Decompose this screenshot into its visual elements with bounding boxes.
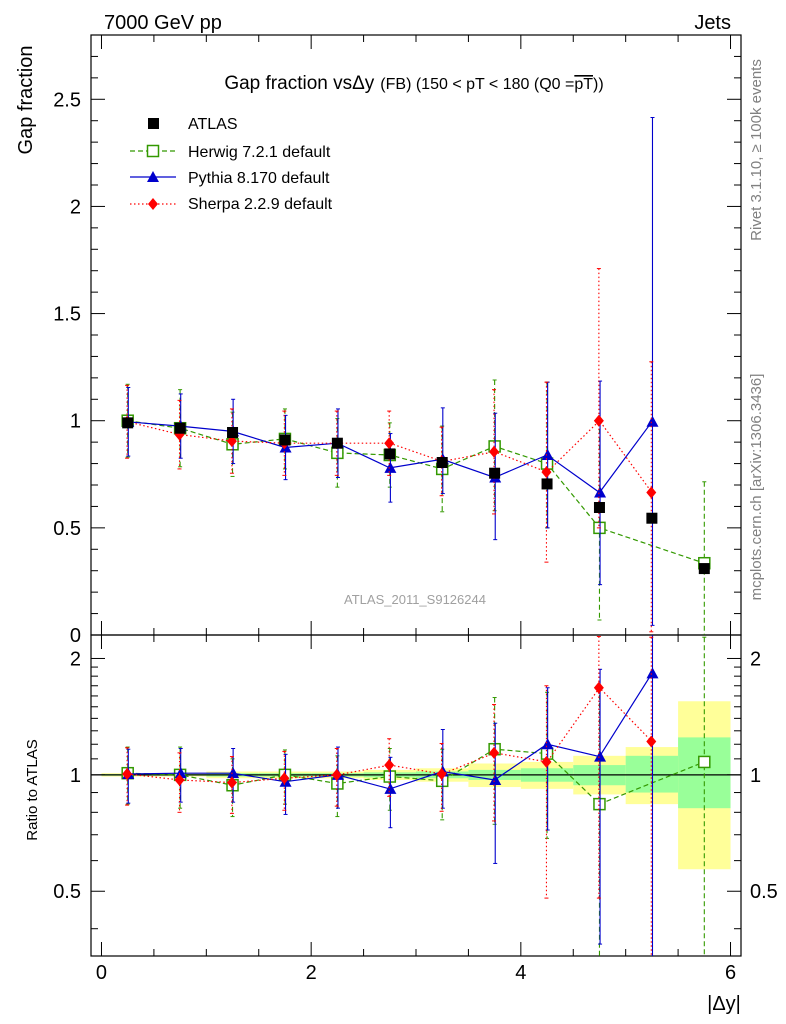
ratio-ytick-label-left: 0.5 (53, 881, 81, 903)
main-sherpa-point (489, 445, 500, 458)
main-title: Gap fraction vsΔy (FB) (150 < pT < 180 (Q… (224, 73, 603, 94)
ratio-xtick-label: 4 (515, 962, 526, 984)
ratio-sherpa-point (436, 768, 447, 781)
legend-herwig-marker (146, 144, 160, 158)
ratio-pythia-point (489, 773, 502, 785)
ratio-sherpa-line (127, 686, 653, 784)
legend-sherpa-marker (148, 198, 158, 210)
ratio-sherpa-point (331, 768, 342, 781)
ratio-sherpa-point (489, 746, 500, 759)
main-atlas-point (384, 448, 396, 460)
main-pythia-point (646, 415, 659, 427)
ratio-xlabel: |Δy| (707, 993, 741, 1015)
title-pt-overlined: pT (574, 76, 593, 93)
ratio-herwig-point (698, 755, 711, 769)
ratio-ytick-label-right: 2 (750, 648, 761, 670)
main-pythia-point (594, 486, 607, 498)
rivet-version-label: Rivet 3.1.10, ≥ 100k events (748, 59, 765, 241)
main-pythia-point (541, 449, 554, 460)
ratio-ytick-label-left: 1 (70, 765, 81, 787)
energy-label: 7000 GeV pp (104, 12, 222, 34)
main-atlas-point (174, 422, 186, 434)
main-atlas-point (646, 512, 658, 524)
legend-herwig-label: Herwig 7.2.1 default (188, 144, 331, 161)
ratio-xtick-label: 6 (725, 962, 736, 984)
main-ytick-label-zero: 0 (70, 625, 81, 647)
legend: ATLAS Herwig 7.2.1 default Pythia 8.170 … (130, 116, 333, 213)
main-atlas-point (489, 467, 501, 479)
ratio-sherpa-point (174, 773, 185, 786)
main-atlas-point (279, 434, 291, 446)
legend-pythia-label: Pythia 8.170 default (188, 170, 330, 187)
main-atlas-point (122, 417, 134, 429)
legend-atlas-marker (148, 118, 159, 129)
ratio-sherpa-point (541, 755, 552, 768)
main-atlas-point (331, 437, 343, 449)
main-sherpa-point (646, 486, 657, 499)
main-sherpa-point (384, 437, 395, 450)
ratio-panel-layer: 0.5 0.5 1 1 2 2 0 2 4 6 (53, 635, 778, 984)
legend-pythia-marker (147, 171, 159, 182)
ratio-ylabel: Ratio to ATLAS (24, 739, 41, 840)
main-ytick-label: 0.5 (53, 518, 81, 540)
ratio-pythia-point (384, 782, 397, 794)
ratio-sherpa-point (226, 776, 237, 789)
ratio-ytick-label-right: 0.5 (750, 881, 778, 903)
main-atlas-point (698, 563, 710, 575)
main-pythia-point (384, 461, 397, 473)
main-sherpa-point (593, 414, 604, 427)
main-ytick-label: 1.5 (53, 304, 81, 326)
ratio-xtick-label: 0 (96, 962, 107, 984)
ratio-herwig-point (383, 770, 397, 783)
ratio-pythia-point (594, 750, 607, 762)
ratio-pythia-point (646, 667, 659, 679)
ratio-sherpa-point (122, 768, 133, 781)
ratio-xtick-label: 2 (306, 962, 317, 984)
mcplots-label: mcplots.cern.ch [arXiv:1306.3436] (748, 374, 765, 601)
main-atlas-point (436, 457, 448, 468)
legend-sherpa-label: Sherpa 2.2.9 default (188, 196, 333, 213)
ratio-sherpa-point (279, 772, 290, 785)
ratio-inner-band (678, 737, 731, 809)
ratio-pythia-point (541, 738, 554, 750)
ratio-inner-band (625, 755, 679, 793)
main-atlas-point (227, 427, 239, 438)
main-atlas-point (541, 478, 553, 490)
main-ylabel: Gap fraction (15, 46, 37, 155)
main-sherpa-point (226, 435, 237, 448)
main-herwig-line (127, 420, 705, 564)
ratio-pythia-point (227, 767, 240, 779)
main-herwig-point (331, 446, 344, 460)
ratio-ytick-label-left: 2 (70, 648, 81, 670)
main-ytick-label: 2 (70, 196, 81, 218)
ratio-pythia-point (174, 767, 187, 779)
main-ytick-label: 2.5 (53, 89, 81, 111)
main-panel-layer: 0.5 1 1.5 2 2.5 0 (53, 35, 741, 647)
main-sherpa-point (541, 466, 552, 479)
ratio-sherpa-point (593, 681, 604, 694)
main-atlas-point (593, 502, 605, 513)
ratio-herwig-point (593, 797, 606, 811)
ratio-sherpa-point (384, 759, 395, 772)
legend-atlas-label: ATLAS (188, 116, 238, 133)
analysis-watermark: ATLAS_2011_S9126244 (344, 592, 486, 607)
ratio-sherpa-point (646, 735, 657, 748)
jets-label: Jets (694, 12, 731, 34)
main-ytick-label: 1 (70, 411, 81, 433)
ratio-ytick-label-right: 1 (750, 765, 761, 787)
